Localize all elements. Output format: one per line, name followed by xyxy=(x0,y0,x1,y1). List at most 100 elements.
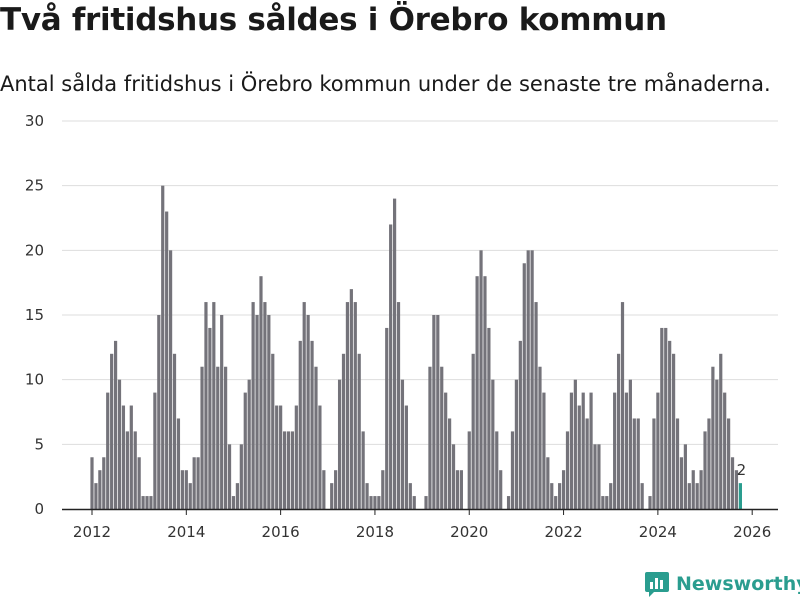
bar xyxy=(558,483,562,509)
bar xyxy=(664,327,668,509)
bar xyxy=(565,431,570,509)
bar xyxy=(412,496,416,509)
x-tick-label: 2016 xyxy=(262,523,300,541)
bar xyxy=(279,405,283,509)
x-tick-label: 2024 xyxy=(639,523,677,541)
bar xyxy=(734,470,739,509)
bar xyxy=(94,483,98,509)
bar xyxy=(385,327,389,509)
bar xyxy=(683,444,687,509)
bar xyxy=(141,496,145,509)
y-tick-label: 0 xyxy=(34,500,44,518)
bar xyxy=(322,470,326,509)
bar xyxy=(113,340,118,509)
bar xyxy=(149,496,153,509)
bar xyxy=(448,418,452,509)
bar xyxy=(373,496,377,509)
bar xyxy=(730,457,735,509)
bar xyxy=(522,263,526,509)
bar xyxy=(499,470,503,509)
bar xyxy=(483,276,487,509)
bar xyxy=(514,379,519,509)
bar xyxy=(506,496,511,509)
bar xyxy=(176,418,181,509)
bar xyxy=(695,483,699,509)
bar xyxy=(125,431,129,509)
bar xyxy=(510,431,515,509)
newsworthy-logo[interactable]: Newsworthy xyxy=(644,570,800,598)
bar xyxy=(271,353,275,509)
y-axis-tick-labels: 0 5 10 15 20 25 30 xyxy=(25,112,44,518)
bar xyxy=(204,302,208,509)
bar xyxy=(153,392,157,509)
bar xyxy=(184,470,188,509)
bar xyxy=(392,198,397,509)
bar xyxy=(707,418,711,509)
bar xyxy=(106,392,110,509)
bar xyxy=(310,340,314,509)
bar xyxy=(691,470,695,509)
bar xyxy=(404,405,408,509)
bar xyxy=(581,392,585,509)
bar xyxy=(345,302,350,509)
bar xyxy=(577,405,581,509)
bar xyxy=(259,276,263,509)
bar xyxy=(616,353,621,509)
bar xyxy=(361,431,365,509)
bar xyxy=(341,353,346,509)
bar xyxy=(546,457,550,509)
bar xyxy=(668,340,672,509)
bar xyxy=(424,496,428,509)
bar xyxy=(727,418,731,509)
bar xyxy=(235,483,239,509)
bar xyxy=(389,224,393,509)
bar xyxy=(530,250,534,509)
bar xyxy=(98,470,102,509)
bar xyxy=(518,340,522,509)
bar xyxy=(475,276,479,509)
bar xyxy=(550,483,554,509)
bar xyxy=(110,353,114,509)
bar xyxy=(239,444,243,509)
y-tick-label: 25 xyxy=(25,177,44,195)
bar xyxy=(601,496,605,509)
bar xyxy=(337,379,342,509)
bar xyxy=(377,496,381,509)
x-tick-label: 2014 xyxy=(167,523,205,541)
bar xyxy=(200,366,204,509)
bar xyxy=(495,431,499,509)
x-tick-label: 2020 xyxy=(450,523,488,541)
bar xyxy=(227,444,232,509)
bar xyxy=(381,470,385,509)
bar xyxy=(282,431,287,509)
bar xyxy=(569,392,574,509)
bar xyxy=(436,315,440,509)
bar xyxy=(196,457,200,509)
bar xyxy=(161,185,165,510)
bar xyxy=(396,302,401,509)
bar xyxy=(208,327,212,509)
bar xyxy=(632,418,636,509)
bar xyxy=(102,457,106,509)
bar xyxy=(137,457,141,509)
bar xyxy=(672,353,676,509)
bar xyxy=(459,470,463,509)
bar xyxy=(432,315,436,509)
bar xyxy=(267,315,271,509)
bar xyxy=(455,470,460,509)
bar xyxy=(573,379,577,509)
bar xyxy=(117,379,122,509)
bar xyxy=(585,418,589,509)
bar xyxy=(640,483,644,509)
bar xyxy=(699,470,703,509)
bar xyxy=(129,405,133,509)
bar xyxy=(318,405,322,509)
bar xyxy=(652,418,656,509)
bar xyxy=(479,250,483,509)
bar xyxy=(715,379,719,509)
bar xyxy=(656,392,660,509)
bar xyxy=(330,483,334,509)
bar xyxy=(294,405,298,509)
bar xyxy=(157,315,161,509)
annotations: 2 xyxy=(737,461,747,479)
